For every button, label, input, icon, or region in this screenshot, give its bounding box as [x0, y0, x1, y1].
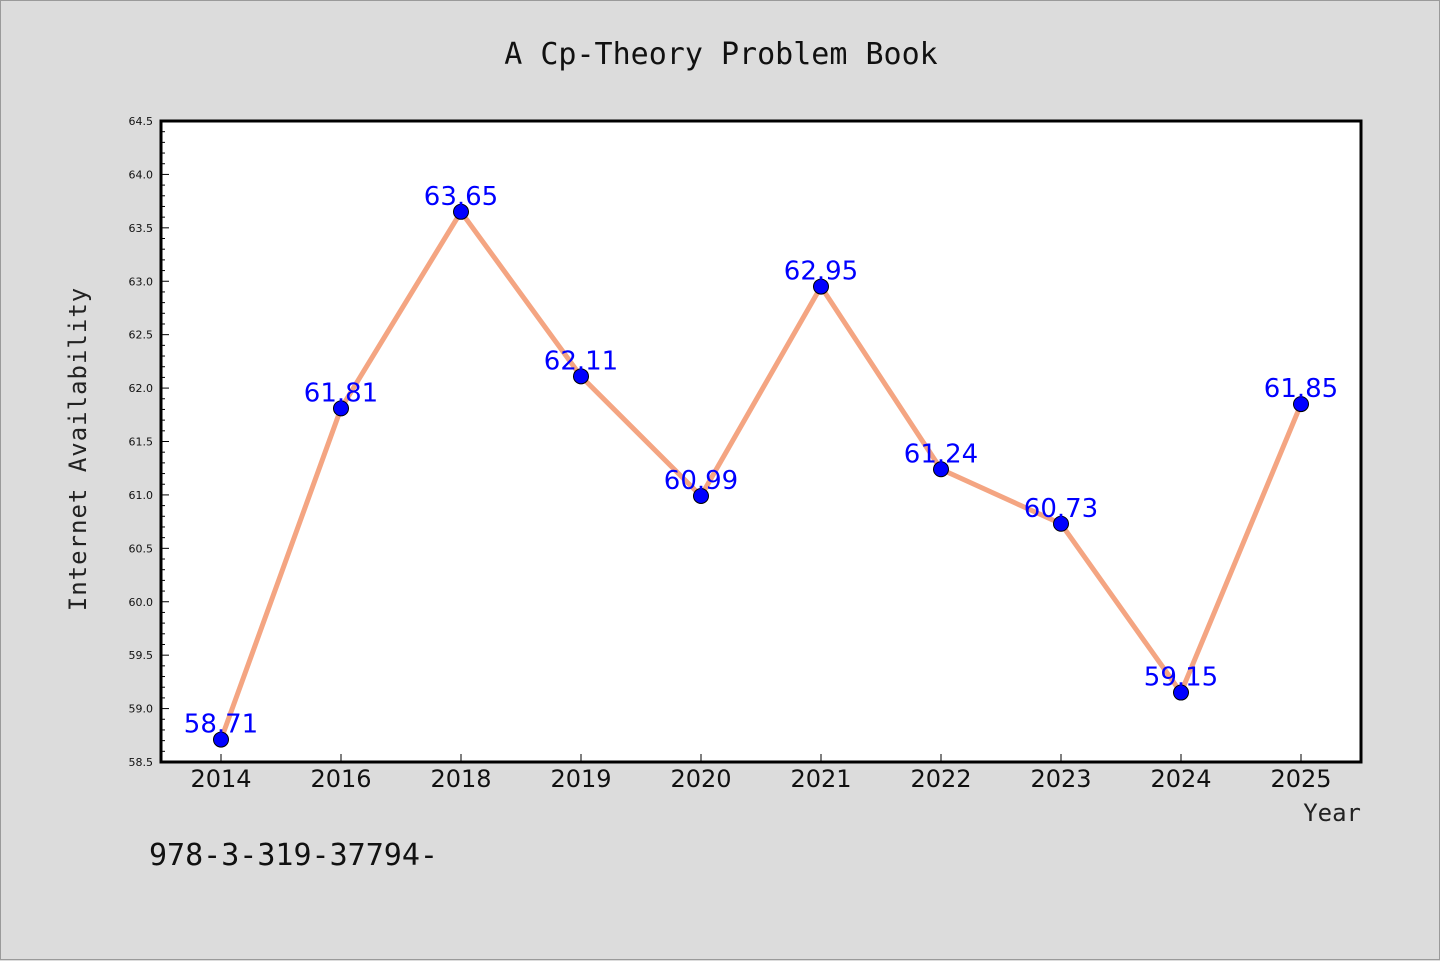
chart-title: A Cp-Theory Problem Book [504, 37, 937, 72]
y-tick-label: 58.5 [129, 756, 154, 769]
data-point [333, 400, 349, 417]
x-tick-label: 2019 [550, 765, 611, 793]
data-point [573, 368, 589, 385]
x-tick-label: 2025 [1270, 765, 1331, 793]
data-point [813, 278, 829, 295]
isbn-footnote: 978-3-319-37794- [149, 838, 438, 873]
data-point [693, 487, 709, 504]
y-tick-label: 63.0 [129, 275, 154, 288]
y-tick-label: 61.5 [129, 436, 154, 449]
data-label: 60.99 [664, 466, 738, 496]
y-tick-label: 59.5 [129, 649, 154, 662]
x-tick-label: 2018 [430, 765, 491, 793]
y-tick-label: 63.5 [129, 222, 154, 235]
data-label: 62.11 [544, 346, 618, 376]
data-label: 61.81 [304, 378, 378, 408]
data-label: 58.71 [184, 710, 258, 740]
data-point [213, 731, 229, 748]
data-label: 60.73 [1024, 494, 1098, 524]
x-tick-label: 2022 [910, 765, 971, 793]
data-point [1173, 684, 1189, 701]
data-point [933, 461, 949, 478]
y-tick-label: 60.5 [129, 542, 154, 555]
data-label: 59.15 [1144, 663, 1218, 693]
series-line [218, 209, 1304, 743]
data-label: 63.65 [424, 182, 498, 212]
x-axis-label: Year [1303, 799, 1361, 827]
plot-area [159, 119, 1363, 764]
y-tick-label: 62.0 [129, 382, 154, 395]
y-tick-label: 59.0 [129, 703, 154, 716]
y-tick-label: 64.0 [129, 168, 154, 181]
series-layer [213, 203, 1309, 748]
x-tick-label: 2021 [790, 765, 851, 793]
data-labels: 58.71 61.81 63.65 62.11 60.99 62.95 61.24 60.73… [184, 182, 1338, 740]
y-axis: 58.5 59.0 59.5 60.0 60.5 61.0 61.5 62.0 62.5 63.0… [129, 115, 169, 769]
y-tick-label: 60.0 [129, 596, 154, 609]
data-label: 62.95 [784, 257, 858, 287]
x-tick-label: 2020 [670, 765, 731, 793]
x-tick-label: 2023 [1030, 765, 1091, 793]
y-axis-label: Internet Availability [64, 287, 92, 611]
y-tick-label: 64.5 [129, 115, 154, 128]
x-tick-label: 2016 [310, 765, 371, 793]
x-axis: 2014 2016 2018 2019 2020 2021 2022 2023 2024 2025 [190, 754, 1332, 793]
data-label: 61.24 [904, 439, 978, 469]
x-tick-label: 2024 [1150, 765, 1211, 793]
data-point [453, 203, 469, 220]
x-tick-label: 2014 [190, 765, 251, 793]
y-tick-label: 62.5 [129, 329, 154, 342]
data-point [1293, 396, 1309, 413]
data-label: 61.85 [1264, 374, 1338, 404]
data-point [1053, 515, 1069, 532]
y-tick-label: 61.0 [129, 489, 154, 502]
